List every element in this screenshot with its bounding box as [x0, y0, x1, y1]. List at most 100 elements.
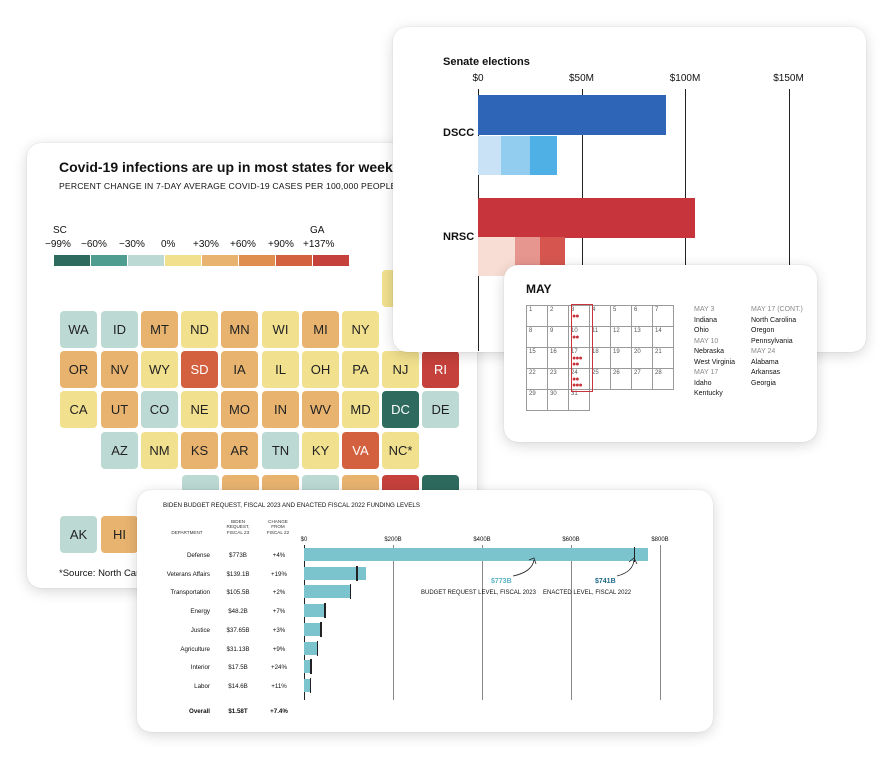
day-number: 29: [529, 391, 536, 397]
state-tile: DE: [422, 391, 459, 428]
budget-request: $37.65B: [226, 627, 250, 634]
legend-swatch: [54, 255, 90, 266]
day-number: 21: [655, 349, 662, 355]
legend-swatch: [276, 255, 312, 266]
day-number: 28: [655, 370, 662, 376]
state-tile: ND: [181, 311, 218, 348]
calendar-day: 30: [547, 389, 569, 411]
state-tile: SD: [181, 351, 218, 388]
legend-label: −60%: [81, 239, 107, 250]
budget-axis-tick: $400B: [473, 537, 491, 543]
budget-request: $31.13B: [226, 646, 250, 653]
arrow-request: [512, 559, 535, 577]
budget-enacted-marker: [316, 641, 319, 656]
state-tile: OH: [302, 351, 339, 388]
calendar-empty-cell: [611, 390, 632, 411]
state-tile: MI: [302, 311, 339, 348]
budget-request-bar: [304, 548, 648, 561]
budget-enacted-marker: [633, 547, 636, 562]
day-number: 24: [571, 370, 578, 376]
col-head-change: CHANGE FROM FISCAL 22: [266, 519, 290, 535]
state-tile: HI: [101, 516, 138, 553]
senate-segment-bar: [500, 136, 530, 175]
calendar-state-name: Pennsylvania: [751, 337, 793, 345]
budget-axis-tick: $200B: [384, 537, 402, 543]
legend-swatch: [91, 255, 127, 266]
state-tile: AR: [221, 432, 258, 469]
budget-change: +9%: [272, 646, 286, 653]
day-number: 9: [550, 328, 554, 334]
calendar-grid: 1 2 3 ●● 4 5 6 7 8 9 10 ●● 11 12 13 14 15 16 17 ●●● ●● 18 19 2…: [526, 305, 674, 411]
senate-axis-tick: $0: [472, 73, 484, 84]
arrowhead-request: [528, 557, 537, 565]
state-tile: VA: [342, 432, 379, 469]
legend-label: +60%: [230, 239, 256, 250]
budget-request-bar: [304, 679, 311, 692]
legend-swatch: [202, 255, 238, 266]
budget-dept: Justice: [190, 627, 210, 634]
senate-total-bar: [478, 198, 696, 238]
day-number: 27: [634, 370, 641, 376]
state-tile: IN: [262, 391, 299, 428]
state-tile: WY: [141, 351, 178, 388]
calendar-state-name: Alabama: [751, 358, 779, 366]
senate-title: Senate elections: [443, 56, 530, 68]
budget-chart-card: BIDEN BUDGET REQUEST, FISCAL 2023 AND EN…: [137, 490, 713, 732]
budget-axis-tick: $600B: [562, 537, 580, 543]
calendar-empty-cell: [653, 390, 674, 411]
calendar-week: 22 23 24 ●● ●●● 25 26 27 28: [526, 368, 674, 390]
state-tile: MO: [221, 391, 258, 428]
day-number: 15: [529, 349, 536, 355]
day-number: 26: [613, 370, 620, 376]
calendar-date-heading: MAY 17: [694, 369, 719, 376]
budget-change: +11%: [271, 683, 287, 690]
calendar-day: 1: [526, 305, 548, 327]
state-tile: NJ: [382, 351, 419, 388]
state-tile: TN: [262, 432, 299, 469]
calendar-date-heading: MAY 24: [751, 348, 776, 355]
day-number: 13: [634, 328, 641, 334]
day-number: 18: [592, 349, 599, 355]
calendar-empty-cell: [590, 390, 611, 411]
state-tile: KY: [302, 432, 339, 469]
budget-request-bar: [304, 604, 326, 617]
day-number: 14: [655, 328, 662, 334]
ann-request-label: BUDGET REQUEST LEVEL, FISCAL 2023: [421, 590, 536, 596]
calendar-week: 8 9 10 ●● 11 12 13 14: [526, 326, 674, 348]
budget-gridline: [393, 545, 394, 700]
calendar-state-name: Georgia: [751, 379, 776, 387]
legend-left-end: SC: [53, 225, 67, 236]
legend-label: −30%: [119, 239, 145, 250]
budget-request-bar: [304, 660, 312, 673]
budget-request-bar: [304, 642, 318, 655]
calendar-day: 29: [526, 389, 548, 411]
primary-dots: ●●: [572, 334, 580, 341]
calendar-state-name: Idaho: [694, 379, 712, 387]
day-number: 16: [550, 349, 557, 355]
state-tile: KS: [181, 432, 218, 469]
calendar-day: 21: [652, 347, 674, 369]
state-tile: PA: [342, 351, 379, 388]
budget-enacted-marker: [320, 622, 322, 637]
covid-title: Covid-19 infections are up in most state…: [59, 159, 457, 175]
day-number: 19: [613, 349, 620, 355]
day-number: 22: [529, 370, 536, 376]
senate-axis-tick: $150M: [773, 73, 804, 84]
budget-overall-dept: Overall: [189, 708, 210, 715]
budget-gridline: [304, 545, 305, 700]
calendar-month: MAY: [526, 282, 552, 296]
state-tile: WV: [302, 391, 339, 428]
state-tile: CO: [141, 391, 178, 428]
day-number: 20: [634, 349, 641, 355]
calendar-day: 22: [526, 368, 548, 390]
legend-label: −99%: [45, 239, 71, 250]
senate-axis-tick: $100M: [669, 73, 701, 84]
calendar-day: 27: [631, 368, 653, 390]
state-tile: CA: [60, 391, 97, 428]
state-tile: NY: [342, 311, 379, 348]
day-number: 6: [634, 307, 638, 313]
state-tile: MT: [141, 311, 178, 348]
day-number: 10: [571, 328, 578, 334]
calendar-date-heading: MAY 3: [694, 306, 715, 313]
budget-request-bar: [304, 623, 321, 636]
